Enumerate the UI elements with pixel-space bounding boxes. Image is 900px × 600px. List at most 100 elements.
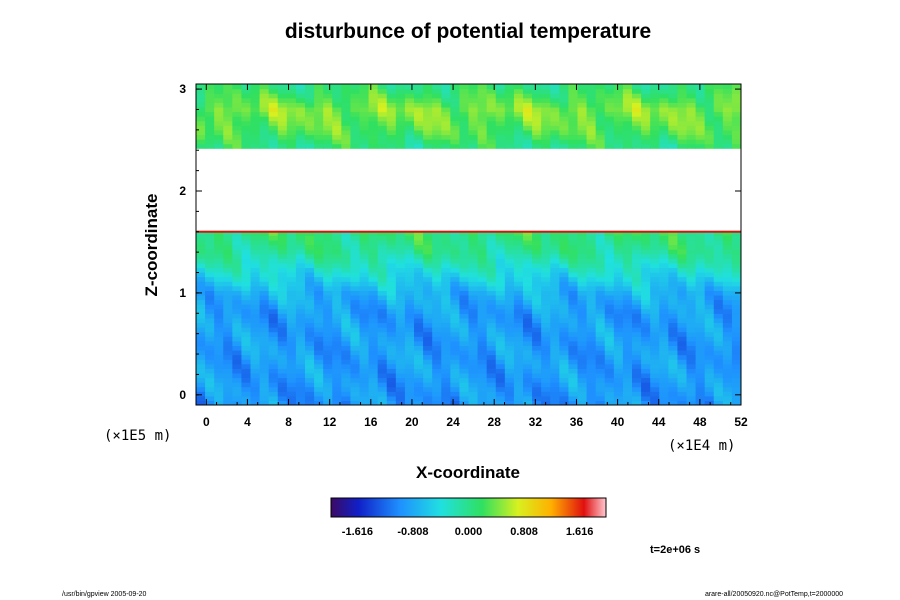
heatmap-cell (695, 239, 706, 246)
heatmap-cell (295, 400, 306, 405)
heatmap-cell (295, 382, 306, 388)
heatmap-cell (223, 294, 233, 301)
heatmap-cell (295, 235, 306, 241)
heatmap-cell (722, 354, 733, 360)
heatmap-cell (586, 386, 597, 392)
heatmap-cell (523, 88, 533, 94)
heatmap-cell (686, 125, 697, 131)
heatmap-cell (731, 244, 741, 250)
heatmap-cell (559, 395, 570, 402)
heatmap-cell (477, 111, 488, 117)
heatmap-cell (395, 285, 406, 291)
heatmap-cell (350, 372, 361, 379)
heatmap-cell (468, 276, 479, 282)
heatmap-cell (523, 345, 533, 351)
x-tick-label: 20 (405, 415, 419, 429)
heatmap-cell (314, 111, 324, 117)
heatmap-cell (541, 253, 551, 259)
heatmap-cell (486, 244, 497, 250)
heatmap-cell (404, 382, 415, 388)
heatmap-cell (232, 84, 243, 90)
heatmap-cell (423, 97, 433, 103)
heatmap-cell (622, 258, 633, 264)
heatmap-cell (268, 116, 279, 122)
heatmap-cell (504, 391, 515, 397)
heatmap-cell (295, 276, 306, 282)
heatmap-cell (341, 290, 352, 296)
heatmap-cell (250, 386, 261, 392)
heatmap-cell (259, 262, 270, 269)
heatmap-cell (595, 244, 606, 250)
heatmap-cell (604, 391, 615, 397)
heatmap-cell (295, 84, 306, 90)
heatmap-cell (731, 331, 741, 337)
heatmap-cell (305, 93, 315, 99)
heatmap-cell (722, 340, 733, 346)
heatmap-cell (359, 276, 370, 282)
heatmap-cell (214, 102, 224, 108)
heatmap-cell (305, 106, 315, 113)
heatmap-cell (314, 359, 324, 365)
heatmap-cell (541, 377, 551, 383)
heatmap-cell (350, 377, 361, 383)
heatmap-cell (713, 368, 724, 374)
heatmap-cell (332, 106, 342, 113)
heatmap-cell (314, 322, 324, 328)
heatmap-cell (586, 400, 597, 405)
heatmap-cell (550, 377, 560, 383)
heatmap-cell (432, 382, 442, 388)
heatmap-cell (532, 120, 542, 126)
heatmap-cell (632, 111, 642, 117)
heatmap-cell (731, 102, 741, 108)
heatmap-cell (232, 116, 243, 122)
heatmap-cell (586, 377, 597, 383)
heatmap-cell (350, 363, 361, 369)
heatmap-cell (205, 395, 215, 402)
heatmap-cell (323, 327, 333, 333)
heatmap-cell (622, 354, 633, 360)
heatmap-cell (341, 377, 352, 383)
x-tick-label: 40 (611, 415, 625, 429)
heatmap-cell (205, 267, 215, 273)
heatmap-cell (359, 244, 370, 250)
heatmap-cell (332, 281, 342, 287)
heatmap-cell (704, 276, 715, 282)
heatmap-cell (414, 331, 424, 337)
heatmap-cell (305, 281, 315, 287)
heatmap-cell (414, 317, 424, 324)
heatmap-cell (250, 317, 261, 324)
heatmap-cell (650, 106, 660, 113)
heatmap-cell (731, 134, 741, 140)
heatmap-cell (504, 239, 515, 246)
heatmap-cell (541, 84, 551, 90)
heatmap-cell (205, 363, 215, 369)
heatmap-cell (659, 93, 669, 99)
heatmap-cell (341, 230, 352, 236)
heatmap-cell (677, 134, 688, 140)
heatmap-cell (541, 139, 551, 145)
heatmap-cell (359, 262, 370, 269)
heatmap-cell (532, 139, 542, 145)
heatmap-cell (232, 281, 243, 287)
heatmap-cell (495, 327, 506, 333)
heatmap-cell (695, 322, 706, 328)
heatmap-cell (668, 377, 679, 383)
heatmap-cell (604, 294, 615, 301)
heatmap-cell (468, 354, 479, 360)
heatmap-cell (613, 276, 624, 282)
heatmap-cell (604, 267, 615, 273)
heatmap-cell (368, 322, 379, 328)
heatmap-cell (686, 340, 697, 346)
heatmap-cell (713, 111, 724, 117)
heatmap-cell (568, 368, 579, 374)
heatmap-cell (704, 120, 715, 126)
heatmap-cell (731, 391, 741, 397)
heatmap-cell (432, 313, 442, 319)
heatmap-cell (677, 327, 688, 333)
heatmap-cell (241, 327, 252, 333)
heatmap-cell (223, 382, 233, 388)
heatmap-cell (459, 106, 470, 113)
heatmap-cell (214, 88, 224, 94)
heatmap-cell (404, 116, 415, 122)
heatmap-cell (513, 267, 524, 273)
